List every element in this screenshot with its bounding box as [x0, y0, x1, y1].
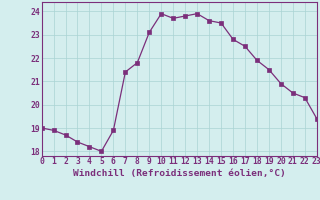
X-axis label: Windchill (Refroidissement éolien,°C): Windchill (Refroidissement éolien,°C) [73, 169, 285, 178]
